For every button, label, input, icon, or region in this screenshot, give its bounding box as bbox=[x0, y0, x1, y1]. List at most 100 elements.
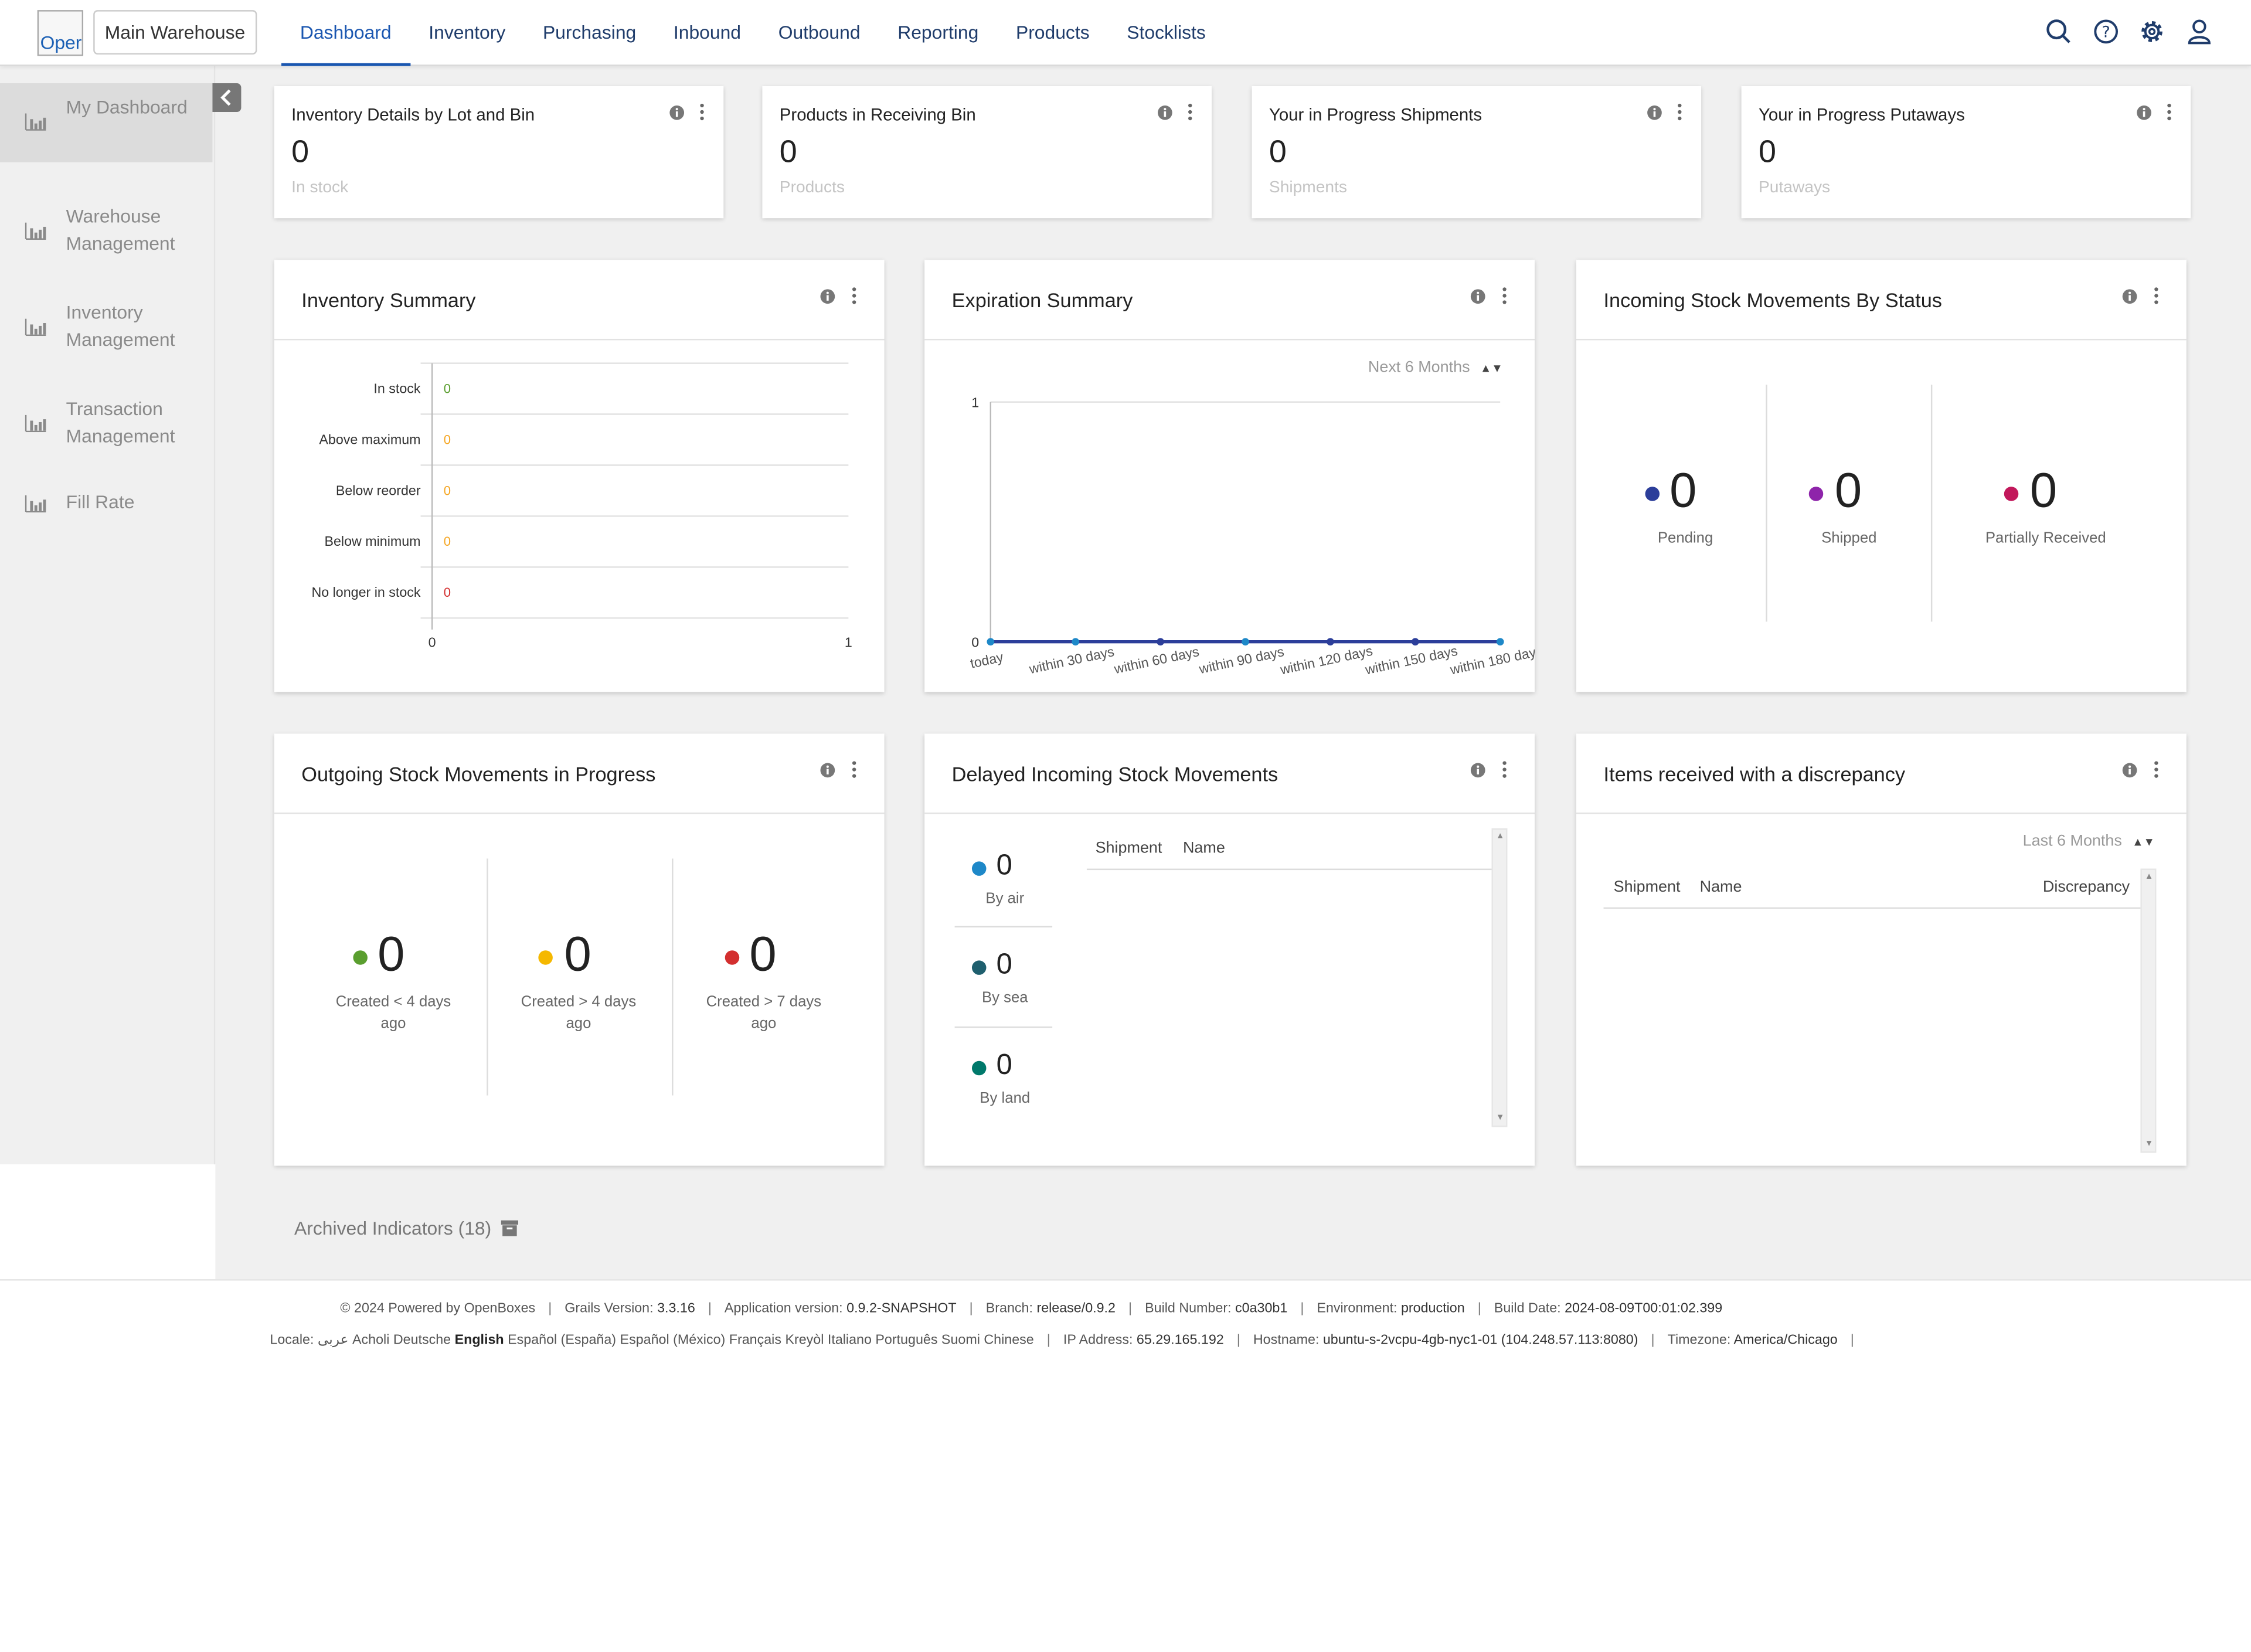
stat-value: 0 bbox=[996, 949, 1012, 981]
locale-link[interactable]: Suomi bbox=[941, 1332, 980, 1348]
info-icon[interactable] bbox=[820, 762, 835, 778]
more-options-icon[interactable] bbox=[699, 103, 705, 121]
number-card-subtitle: Putaways bbox=[1759, 179, 1831, 197]
more-options-icon[interactable] bbox=[851, 287, 857, 304]
nav-products[interactable]: Products bbox=[1015, 21, 1090, 43]
locale-link[interactable]: English bbox=[454, 1332, 504, 1348]
openboxes-logo[interactable]: Oper bbox=[37, 10, 84, 56]
sidebar-item-warehouse-management[interactable]: Warehouse Management bbox=[0, 192, 212, 271]
info-icon[interactable] bbox=[2122, 288, 2138, 304]
stat-value: 0 bbox=[378, 927, 405, 983]
help-icon[interactable]: ? bbox=[2093, 19, 2119, 45]
status-dot-icon bbox=[2004, 487, 2019, 501]
scroll-up-icon[interactable]: ▲ bbox=[2144, 872, 2154, 882]
number-card[interactable]: Products in Receiving Bin 0 Products bbox=[762, 86, 1212, 219]
period-select-value: Last 6 Months bbox=[2022, 832, 2122, 850]
nav-reporting[interactable]: Reporting bbox=[897, 21, 979, 43]
stat-label: Created > 7 days bbox=[706, 993, 822, 1011]
locale-link[interactable]: Deutsche bbox=[393, 1332, 451, 1348]
x-tick-label: within 30 days bbox=[1027, 644, 1116, 677]
table-scrollbar[interactable]: ▲ ▼ bbox=[2140, 868, 2157, 1153]
info-icon[interactable] bbox=[1470, 288, 1486, 304]
info-icon[interactable] bbox=[1647, 105, 1662, 121]
locale-link[interactable]: Kreyòl bbox=[785, 1332, 824, 1348]
more-options-icon[interactable] bbox=[1677, 103, 1682, 121]
more-options-icon[interactable] bbox=[1502, 761, 1508, 778]
footer-grails-version: 3.3.16 bbox=[657, 1300, 695, 1317]
data-point bbox=[1411, 638, 1419, 646]
sidebar-item-transaction-management[interactable]: Transaction Management bbox=[0, 385, 212, 464]
sidebar-item-inventory-management[interactable]: Inventory Management bbox=[0, 288, 212, 368]
nav-outbound[interactable]: Outbound bbox=[778, 21, 861, 43]
info-icon[interactable] bbox=[820, 288, 835, 304]
x-tick-label: within 180 days bbox=[1448, 643, 1535, 678]
number-card[interactable]: Your in Progress Putaways 0 Putaways bbox=[1741, 86, 2191, 219]
more-options-icon[interactable] bbox=[2167, 103, 2172, 121]
footer-ip-label: IP Address: bbox=[1063, 1332, 1133, 1348]
info-icon[interactable] bbox=[669, 105, 685, 121]
more-options-icon[interactable] bbox=[2153, 761, 2159, 778]
more-options-icon[interactable] bbox=[1502, 287, 1508, 304]
card-title: Delayed Incoming Stock Movements bbox=[951, 762, 1278, 786]
footer-build-date: 2024-08-09T00:01:02.399 bbox=[1565, 1300, 1723, 1317]
stat-label: By sea bbox=[981, 989, 1028, 1007]
stat-label: Shipped bbox=[1821, 529, 1877, 548]
info-icon[interactable] bbox=[2136, 105, 2152, 121]
scroll-up-icon[interactable]: ▲ bbox=[1495, 832, 1505, 842]
x-tick-label: 0 bbox=[429, 634, 436, 650]
nav-inbound[interactable]: Inbound bbox=[673, 21, 742, 43]
locale-link[interactable]: Acholi bbox=[352, 1332, 390, 1348]
status-dot-icon bbox=[971, 960, 987, 975]
period-select[interactable]: Next 6 Months ▲▼ bbox=[1368, 359, 1503, 376]
footer-build-info: © 2024 Powered by OpenBoxes | Grails Versi… bbox=[340, 1300, 1723, 1317]
data-point bbox=[1072, 638, 1080, 646]
more-options-icon[interactable] bbox=[2153, 287, 2159, 304]
nav-dashboard[interactable]: Dashboard bbox=[281, 0, 410, 66]
number-card[interactable]: Inventory Details by Lot and Bin 0 In stoc… bbox=[274, 86, 724, 219]
column-header-shipment: Shipment bbox=[1095, 839, 1162, 858]
info-icon[interactable] bbox=[1470, 762, 1486, 778]
data-point bbox=[1327, 638, 1334, 646]
number-card[interactable]: Your in Progress Shipments 0 Shipments bbox=[1252, 86, 1702, 219]
collapse-sidebar-button[interactable] bbox=[212, 83, 242, 113]
stat-value: 0 bbox=[2029, 464, 2058, 519]
location-chooser-button[interactable]: Main Warehouse bbox=[93, 10, 257, 55]
nav-inventory[interactable]: Inventory bbox=[429, 21, 506, 43]
period-select[interactable]: Last 6 Months ▲▼ bbox=[2023, 832, 2155, 849]
sidebar-item-fill-rate[interactable]: Fill Rate bbox=[0, 482, 212, 525]
locale-link[interactable]: Español (España) bbox=[508, 1332, 617, 1348]
data-point bbox=[1496, 638, 1504, 646]
scroll-down-icon[interactable]: ▼ bbox=[1495, 1114, 1505, 1123]
locale-link[interactable]: Chinese bbox=[984, 1332, 1034, 1348]
gear-icon[interactable] bbox=[2139, 19, 2165, 45]
more-options-icon[interactable] bbox=[851, 761, 857, 778]
more-options-icon[interactable] bbox=[1187, 103, 1193, 121]
info-icon[interactable] bbox=[1157, 105, 1173, 121]
footer-hostname: ubuntu-s-2vcpu-4gb-nyc1-01 (104.248.57.1… bbox=[1322, 1332, 1638, 1348]
number-card-title: Your in Progress Shipments bbox=[1269, 104, 1482, 125]
info-icon[interactable] bbox=[2122, 762, 2138, 778]
footer-locale-info: Locale: عربى Acholi Deutsche English Esp… bbox=[270, 1332, 1854, 1348]
discrepancy-card: Items received with a discrepancy Last 6… bbox=[1576, 733, 2187, 1166]
footer-branch: release/0.9.2 bbox=[1036, 1300, 1116, 1317]
locale-link[interactable]: Español (México) bbox=[620, 1332, 726, 1348]
locale-link[interactable]: Português bbox=[875, 1332, 938, 1348]
scroll-down-icon[interactable]: ▼ bbox=[2144, 1140, 2154, 1149]
stat-label: By land bbox=[980, 1089, 1031, 1107]
search-icon[interactable] bbox=[2046, 19, 2072, 45]
locale-link[interactable]: عربى bbox=[317, 1332, 349, 1348]
nav-stocklists[interactable]: Stocklists bbox=[1127, 21, 1206, 43]
locale-link[interactable]: Italiano bbox=[827, 1332, 872, 1348]
archived-indicators-link[interactable]: Archived Indicators (18) bbox=[294, 1218, 518, 1239]
user-icon[interactable] bbox=[2187, 19, 2212, 45]
locale-list: عربى Acholi Deutsche English Español (Es… bbox=[318, 1333, 1034, 1348]
table-scrollbar[interactable]: ▲ ▼ bbox=[1491, 828, 1508, 1127]
sidebar-item-my-dashboard[interactable]: My Dashboard bbox=[0, 83, 213, 162]
stat-label: Partially Received bbox=[1985, 529, 2106, 548]
data-point bbox=[1242, 638, 1249, 646]
nav-purchasing[interactable]: Purchasing bbox=[542, 21, 637, 43]
sort-arrows-icon: ▲▼ bbox=[1480, 362, 1503, 375]
footer-host-label: Hostname: bbox=[1253, 1332, 1320, 1348]
locale-link[interactable]: Français bbox=[729, 1332, 781, 1348]
card-title: Expiration Summary bbox=[951, 288, 1133, 312]
